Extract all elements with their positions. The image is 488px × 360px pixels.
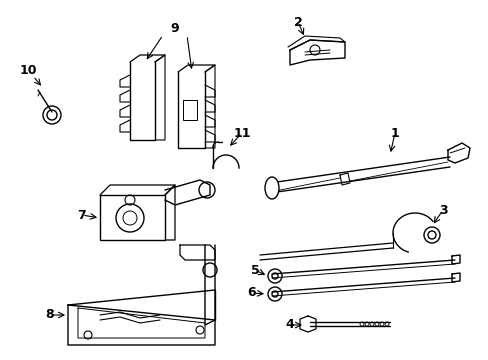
Text: 10: 10 <box>19 63 37 77</box>
Bar <box>183 100 197 120</box>
Text: 9: 9 <box>170 22 179 35</box>
Text: 5: 5 <box>250 264 259 276</box>
Text: 2: 2 <box>293 15 302 28</box>
Text: 6: 6 <box>247 287 256 300</box>
Text: 11: 11 <box>233 126 250 140</box>
Text: 7: 7 <box>78 208 86 221</box>
Text: 8: 8 <box>45 309 54 321</box>
Text: 4: 4 <box>285 319 294 332</box>
Ellipse shape <box>264 177 279 199</box>
Text: 1: 1 <box>390 126 399 140</box>
Text: 3: 3 <box>438 203 447 216</box>
